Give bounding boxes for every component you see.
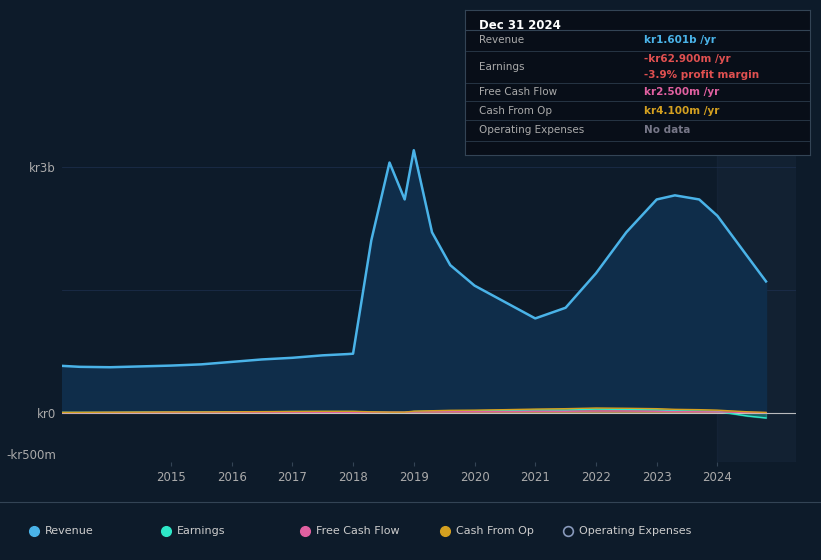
Text: Operating Expenses: Operating Expenses [479,125,584,136]
Text: Earnings: Earnings [177,526,225,536]
Text: Free Cash Flow: Free Cash Flow [479,87,557,97]
Text: kr2.500m /yr: kr2.500m /yr [644,87,720,97]
Text: No data: No data [644,125,690,136]
Bar [718,109,796,462]
Text: -kr62.900m /yr: -kr62.900m /yr [644,54,731,64]
Text: Dec 31 2024: Dec 31 2024 [479,18,561,32]
Text: -3.9% profit margin: -3.9% profit margin [644,69,759,80]
Text: Operating Expenses: Operating Expenses [579,526,691,536]
Text: kr1.601b /yr: kr1.601b /yr [644,35,716,45]
Text: kr4.100m /yr: kr4.100m /yr [644,106,720,116]
Text: Free Cash Flow: Free Cash Flow [316,526,400,536]
Text: Revenue: Revenue [479,35,524,45]
Text: Revenue: Revenue [45,526,94,536]
Text: Cash From Op: Cash From Op [456,526,534,536]
Text: Earnings: Earnings [479,62,525,72]
Text: Cash From Op: Cash From Op [479,106,552,116]
